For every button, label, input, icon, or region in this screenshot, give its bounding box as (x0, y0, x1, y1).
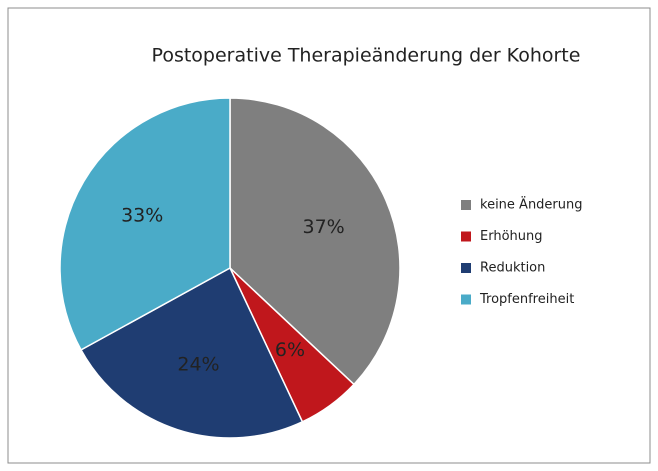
data-label: 6% (275, 339, 305, 361)
legend-swatch (461, 263, 471, 273)
chart-title: Postoperative Therapieänderung der Kohor… (152, 45, 581, 67)
legend-label: Erhöhung (480, 229, 543, 244)
pie-slice (59, 97, 231, 351)
data-label: 33% (121, 205, 163, 227)
legend-swatch (461, 231, 471, 242)
legend-swatch (461, 294, 471, 305)
legend-label: keine Änderung (480, 197, 583, 213)
pie-slice (229, 97, 401, 386)
pie-slice (80, 266, 304, 439)
legend-label: Reduktion (480, 261, 545, 276)
data-label: 24% (177, 354, 219, 376)
legend-label: Tropfenfreiheit (479, 292, 574, 307)
data-label: 37% (302, 216, 344, 238)
legend-swatch (461, 200, 471, 210)
